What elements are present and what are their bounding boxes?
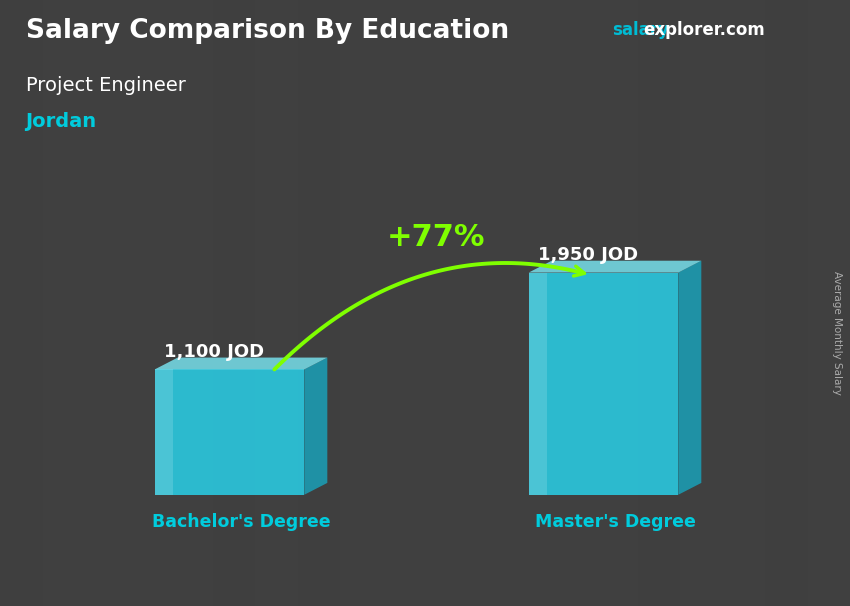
Polygon shape [155,370,173,494]
Polygon shape [155,358,327,370]
Polygon shape [529,273,678,494]
Text: 1,100 JOD: 1,100 JOD [165,343,264,361]
Text: explorer.com: explorer.com [643,21,765,39]
Text: Salary Comparison By Education: Salary Comparison By Education [26,18,508,44]
Text: Average Monthly Salary: Average Monthly Salary [832,271,842,395]
Text: Master's Degree: Master's Degree [535,513,695,530]
Polygon shape [529,273,547,494]
Text: salary: salary [612,21,669,39]
Text: Bachelor's Degree: Bachelor's Degree [151,513,331,530]
Polygon shape [678,261,701,494]
Text: Project Engineer: Project Engineer [26,76,185,95]
Text: 1,950 JOD: 1,950 JOD [539,246,638,264]
Text: +77%: +77% [387,222,485,251]
Polygon shape [304,358,327,494]
Text: Jordan: Jordan [26,112,97,131]
Polygon shape [529,261,701,273]
Polygon shape [155,370,304,494]
